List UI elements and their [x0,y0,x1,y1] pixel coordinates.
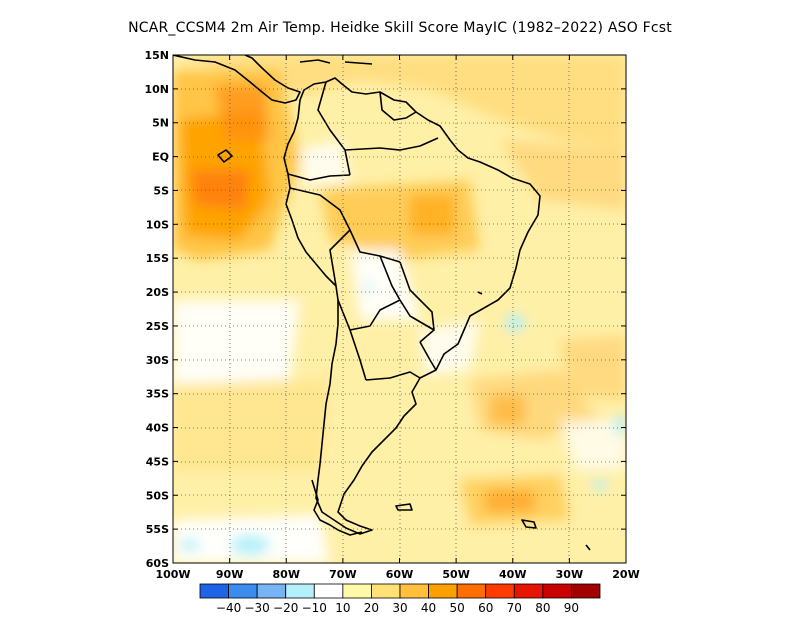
lon-label: 20W [612,568,639,581]
lon-label: 60W [386,568,413,581]
lon-label: 100W [155,568,190,581]
lat-label: 10N [144,83,169,96]
colorbar-swatch [371,583,401,599]
colorbar-label: −30 [244,601,269,615]
colorbar-swatch [199,583,229,599]
colorbar-swatch [313,583,344,599]
colorbar-swatch [456,583,487,599]
latitude-axis: 15N 10N 5N EQ 5S 10S 15S 20S 25S 30S 35S 40S 45S 50S 5… [144,49,626,570]
longitude-axis: 100W 90W 80W 70W 60W 50W 40W 30W 20W [155,55,640,581]
lat-label: EQ [152,151,169,164]
colorbar-swatch [228,583,258,599]
colorbar: −40 −30 −20 −10 10 20 30 40 50 60 70 80 90 [199,583,601,615]
colorbar-label: 20 [364,601,379,615]
lat-label: 50S [146,489,169,502]
colorbar-swatch [542,583,572,599]
colorbar-label: −10 [302,601,327,615]
colorbar-swatch [342,583,372,599]
lat-label: 35S [146,388,169,401]
lat-label: 10S [146,218,169,231]
colorbar-swatch [256,583,287,599]
lat-label: 30S [146,354,169,367]
lon-label: 40W [499,568,526,581]
graticule [173,55,626,563]
colorbar-swatch [571,583,601,599]
lon-label: 50W [442,568,469,581]
lat-label: 25S [146,320,169,333]
skill-score-field [173,55,626,563]
colorbar-swatch [285,583,315,599]
colorbar-swatch [513,583,544,599]
colorbar-label: −40 [216,601,241,615]
lat-label: 40S [146,422,169,435]
lon-label: 90W [216,568,243,581]
lat-label: 15S [146,252,169,265]
colorbar-swatch [428,583,458,599]
figure-title: NCAR_CCSM4 2m Air Temp. Heidke Skill Sco… [128,20,672,36]
colorbar-label: 80 [535,601,550,615]
colorbar-label: 60 [478,601,493,615]
lon-label: 70W [329,568,356,581]
lat-label: 60S [146,557,169,570]
lat-label: 55S [146,523,169,536]
lon-label: 80W [273,568,300,581]
colorbar-label: 50 [450,601,465,615]
colorbar-swatch [399,583,429,599]
lat-label: 5N [152,117,169,130]
coastlines [173,55,591,551]
colorbar-label: 90 [564,601,579,615]
colorbar-label: 30 [392,601,407,615]
colorbar-label: 70 [507,601,522,615]
colorbar-label: 40 [421,601,436,615]
lat-label: 15N [144,49,169,62]
lon-label: 30W [556,568,583,581]
lat-label: 45S [146,455,169,468]
colorbar-swatch [485,583,515,599]
colorbar-label: −20 [273,601,298,615]
colorbar-label: 10 [335,601,350,615]
lat-label: 5S [153,184,169,197]
lat-label: 20S [146,286,169,299]
